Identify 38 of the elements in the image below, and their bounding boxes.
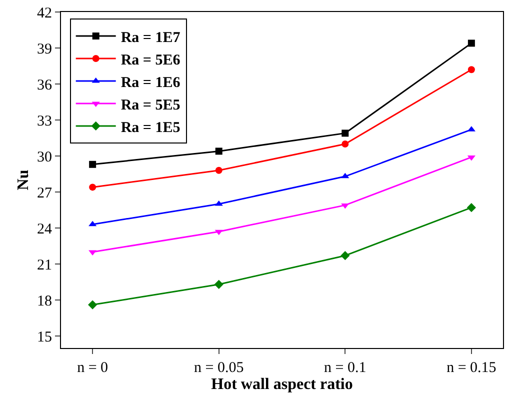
y-tick-label: 33	[37, 113, 52, 130]
y-tick-label: 30	[37, 149, 52, 166]
point	[89, 160, 96, 168]
x-axis-title: Hot wall aspect ratio	[211, 376, 353, 393]
point	[214, 280, 224, 289]
point	[342, 130, 349, 137]
y-tick-label: 18	[37, 293, 52, 310]
y-tick-label: 42	[37, 5, 52, 22]
y-tick-label: 21	[37, 257, 52, 274]
y-tick-label: 39	[37, 41, 52, 58]
y-tick-label: 24	[37, 221, 52, 238]
x-tick-label: n = 0.05	[194, 360, 244, 376]
y-tick-label: 27	[37, 185, 52, 202]
point	[88, 220, 97, 226]
point	[342, 140, 349, 148]
point	[214, 230, 223, 236]
point	[89, 184, 96, 191]
y-axis-title: Nu	[14, 170, 32, 190]
legend-label: Ra = 1E5	[120, 120, 180, 136]
legend-label: Ra = 1E6	[120, 74, 181, 91]
point	[341, 172, 350, 178]
legend-label: Ra = 5E6	[120, 52, 181, 68]
x-tick-label: n = 0.1	[324, 360, 366, 376]
legend-label: Ra = 1E7	[120, 30, 181, 46]
point	[340, 251, 350, 260]
x-tick-label: n = 0.15	[446, 360, 496, 376]
point	[468, 66, 475, 74]
point	[88, 300, 98, 310]
legend-label: Ra = 5E5	[120, 97, 180, 114]
point	[215, 148, 222, 155]
point	[341, 203, 350, 209]
point	[468, 40, 475, 47]
point	[467, 155, 476, 161]
y-tick-label: 15	[37, 329, 52, 346]
point	[215, 166, 222, 174]
y-tick-label: 36	[37, 77, 52, 94]
x-tick-label: n = 0	[77, 360, 108, 376]
point	[466, 203, 476, 212]
